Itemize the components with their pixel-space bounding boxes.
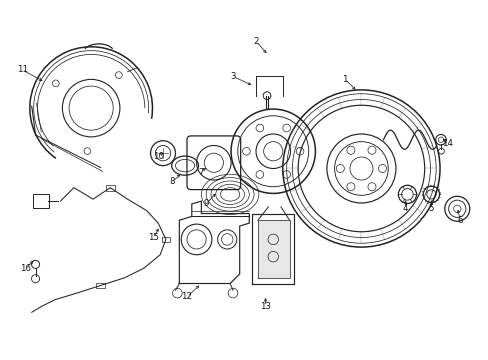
Text: 16: 16 bbox=[20, 264, 31, 273]
Text: 11: 11 bbox=[17, 65, 28, 74]
Text: 8: 8 bbox=[169, 177, 175, 186]
Text: 7: 7 bbox=[198, 168, 203, 177]
Text: 12: 12 bbox=[181, 292, 192, 301]
Text: 4: 4 bbox=[402, 204, 407, 213]
Text: 5: 5 bbox=[428, 204, 433, 213]
Text: 1: 1 bbox=[342, 75, 347, 84]
Text: 2: 2 bbox=[253, 36, 258, 45]
Text: 15: 15 bbox=[148, 233, 159, 242]
Polygon shape bbox=[257, 220, 289, 278]
Text: 14: 14 bbox=[441, 139, 452, 148]
Text: 13: 13 bbox=[260, 302, 270, 311]
Text: 10: 10 bbox=[152, 152, 163, 161]
Text: 3: 3 bbox=[230, 72, 235, 81]
Text: 9: 9 bbox=[203, 199, 208, 208]
Text: 6: 6 bbox=[456, 216, 462, 225]
